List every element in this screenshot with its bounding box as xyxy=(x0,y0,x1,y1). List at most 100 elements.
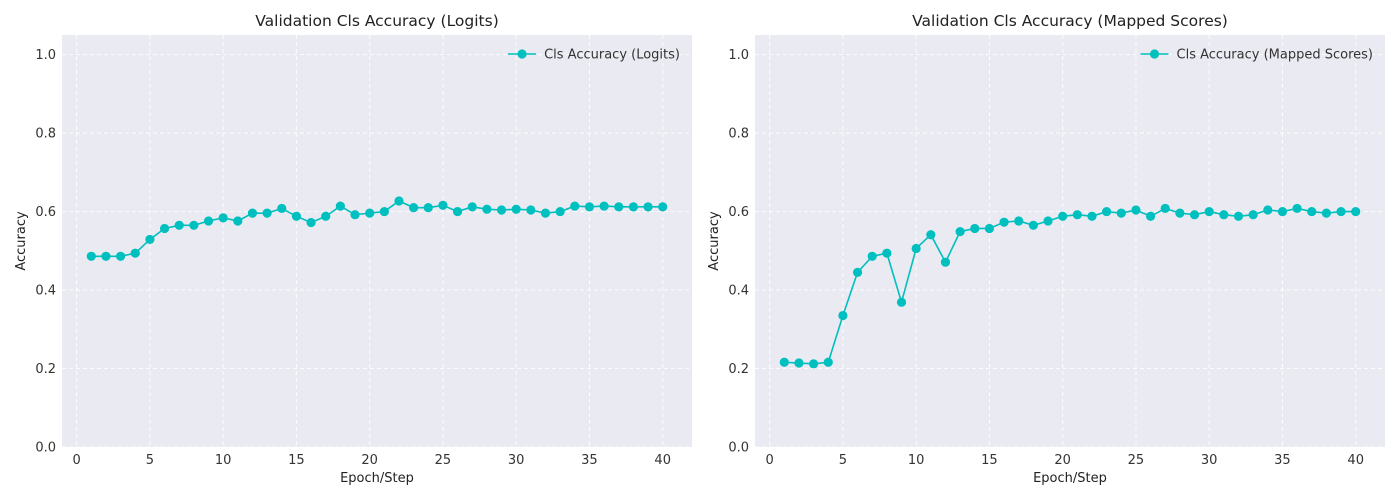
series-line xyxy=(91,200,663,258)
y-tick-label: 1.0 xyxy=(35,48,56,63)
data-point xyxy=(189,220,199,230)
plot-area xyxy=(62,35,692,447)
legend-marker xyxy=(517,49,527,59)
x-tick-label: 0 xyxy=(766,453,774,468)
data-point xyxy=(218,213,228,223)
x-axis-label: Epoch/Step xyxy=(340,471,414,486)
data-point xyxy=(233,216,243,226)
data-point xyxy=(838,310,848,321)
data-point xyxy=(1233,211,1244,221)
series-line xyxy=(784,207,1356,365)
data-point xyxy=(809,359,819,369)
data-point xyxy=(203,216,214,226)
data-point xyxy=(394,196,404,206)
data-point xyxy=(540,208,551,218)
data-point xyxy=(1072,210,1082,220)
data-point xyxy=(926,230,936,240)
y-tick-label: 0.8 xyxy=(35,127,56,142)
data-point xyxy=(940,257,951,267)
data-point xyxy=(174,220,184,230)
data-point xyxy=(335,201,345,211)
data-point xyxy=(511,204,521,214)
data-point xyxy=(130,248,140,258)
data-point xyxy=(911,243,921,254)
chart-title: Validation Cls Accuracy (Mapped Scores) xyxy=(912,12,1228,30)
data-point xyxy=(423,203,433,213)
x-tick-label: 25 xyxy=(435,453,452,468)
data-point xyxy=(1014,216,1024,226)
x-axis-label: Epoch/Step xyxy=(1033,471,1107,486)
legend-label: Cls Accuracy (Logits) xyxy=(544,48,680,63)
data-point xyxy=(555,206,565,217)
y-tick-label: 0.6 xyxy=(35,205,56,220)
data-point xyxy=(984,223,995,234)
data-point xyxy=(1043,216,1053,226)
data-point xyxy=(643,202,653,212)
data-point xyxy=(867,251,877,261)
data-point xyxy=(779,357,789,367)
data-point xyxy=(159,223,170,234)
data-point xyxy=(1058,211,1068,221)
x-tick-label: 40 xyxy=(654,453,671,468)
x-tick-label: 20 xyxy=(361,453,378,468)
x-tick-label: 5 xyxy=(146,453,154,468)
y-tick-label: 0.4 xyxy=(35,284,56,299)
x-tick-label: 15 xyxy=(981,453,998,468)
x-tick-label: 25 xyxy=(1128,453,1145,468)
y-tick-label: 0.4 xyxy=(728,284,749,299)
data-point xyxy=(1131,205,1141,215)
data-point xyxy=(599,201,609,211)
data-point xyxy=(379,206,389,217)
data-point xyxy=(1336,206,1346,217)
data-point xyxy=(409,203,419,213)
x-tick-label: 10 xyxy=(215,453,232,468)
data-point xyxy=(955,226,965,237)
chart-title: Validation Cls Accuracy (Logits) xyxy=(255,12,499,30)
legend-marker xyxy=(1149,49,1160,59)
y-tick-label: 1.0 xyxy=(728,48,749,63)
x-tick-label: 0 xyxy=(73,453,81,468)
data-point xyxy=(101,251,111,261)
y-tick-label: 0.0 xyxy=(728,441,749,456)
chart-panel-1: 0 5 10 15 20 25 30 35 40 0.0 0.2 0.4 0.6 0.8 1.0 Epoch/… xyxy=(14,12,692,486)
data-point xyxy=(896,297,907,307)
legend: Cls Accuracy (Mapped Scores) xyxy=(1140,48,1373,63)
data-point xyxy=(1087,211,1097,221)
legend-label: Cls Accuracy (Mapped Scores) xyxy=(1177,48,1373,63)
data-point xyxy=(438,200,448,210)
legend: Cls Accuracy (Logits) xyxy=(508,48,680,63)
data-point xyxy=(570,201,580,211)
data-point xyxy=(1219,210,1229,220)
y-tick-label: 0.2 xyxy=(728,362,749,377)
data-point xyxy=(452,206,463,217)
x-tick-label: 5 xyxy=(839,453,847,468)
data-point xyxy=(1248,210,1258,220)
y-tick-label: 0.8 xyxy=(728,127,749,142)
chart-panel-2: 0 5 10 15 20 25 30 35 40 0.0 0.2 0.4 0.6 0.8 1.0 Epoch/… xyxy=(707,12,1385,486)
data-point xyxy=(1277,206,1288,217)
y-axis-label: Accuracy xyxy=(14,211,29,271)
data-point xyxy=(1307,206,1317,217)
data-point xyxy=(86,251,96,261)
data-point xyxy=(999,217,1009,227)
y-tick-label: 0.2 xyxy=(35,362,56,377)
data-point xyxy=(277,203,287,214)
data-point xyxy=(1189,210,1200,220)
data-point xyxy=(145,234,155,245)
y-axis-label: Accuracy xyxy=(707,211,722,271)
data-point xyxy=(496,205,507,215)
data-point xyxy=(794,358,804,368)
x-tick-label: 15 xyxy=(288,453,305,468)
data-point xyxy=(321,211,331,221)
data-point xyxy=(365,208,375,218)
data-point xyxy=(1116,208,1126,218)
data-point xyxy=(262,208,272,218)
x-tick-label: 35 xyxy=(581,453,598,468)
x-tick-label: 30 xyxy=(508,453,525,468)
data-point xyxy=(1351,206,1361,217)
data-point xyxy=(823,357,833,367)
data-point xyxy=(1160,203,1170,214)
data-point xyxy=(1263,205,1273,215)
